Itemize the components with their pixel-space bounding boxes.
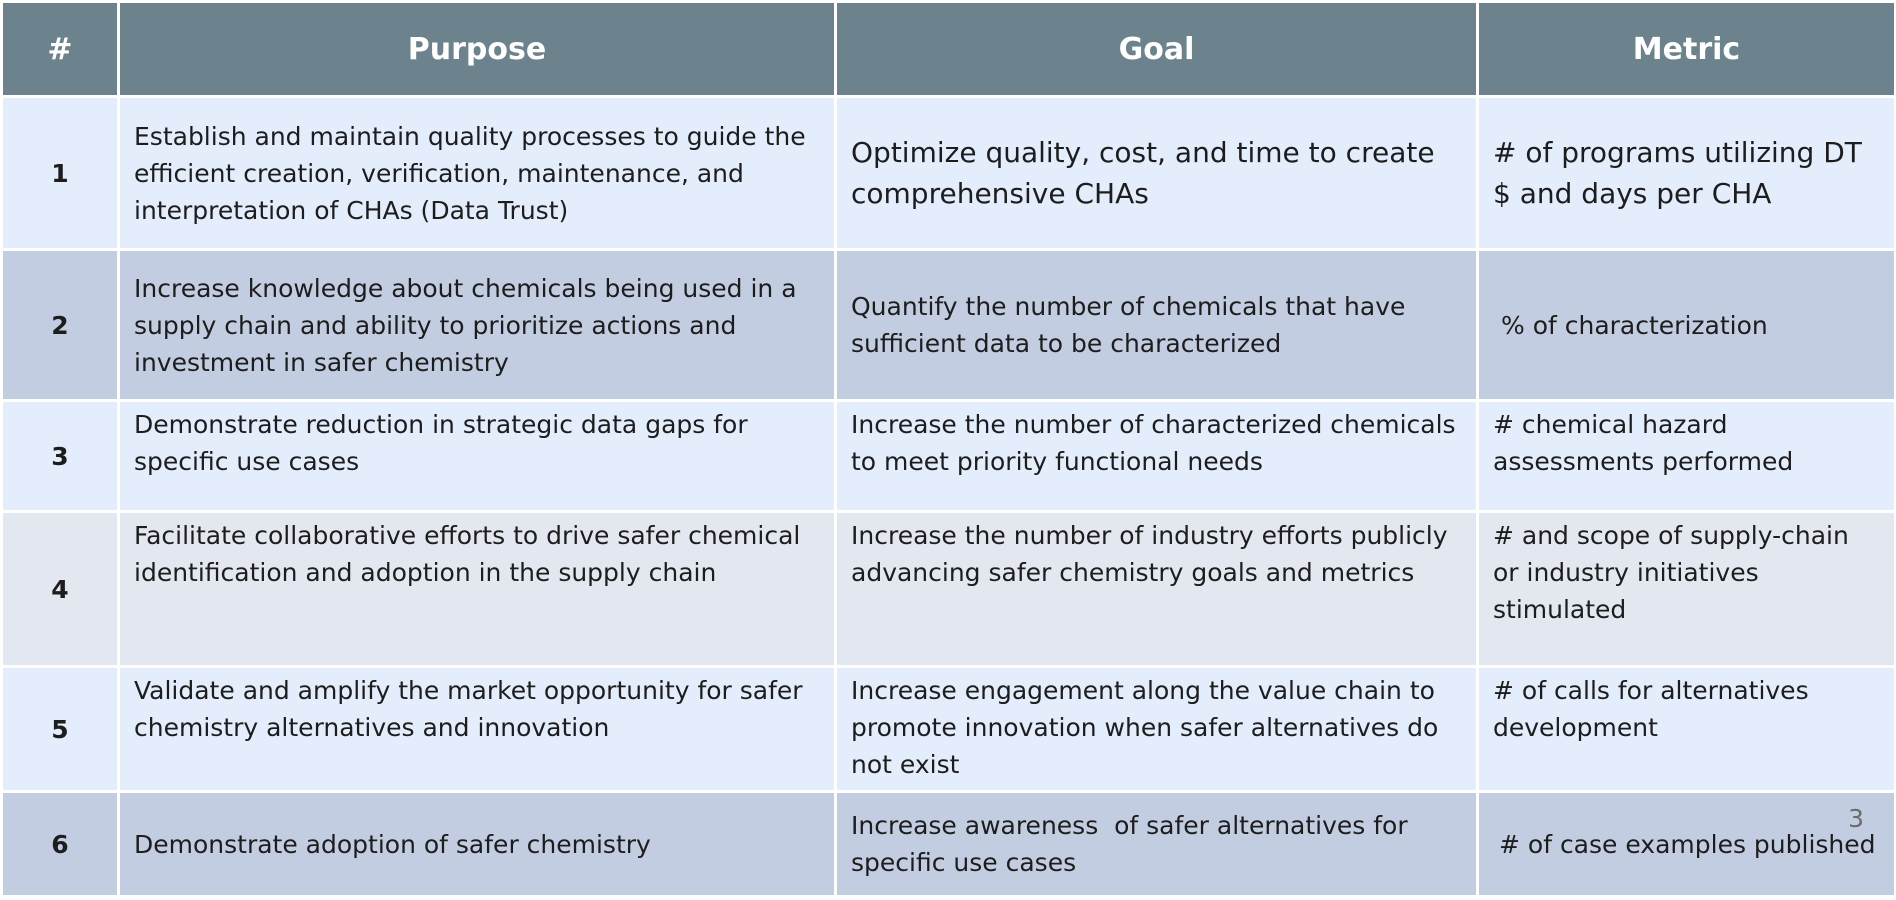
goal-cell: Increase awareness of safer alternatives… — [834, 790, 1479, 898]
table-row: 1 Establish and maintain quality process… — [0, 95, 1896, 251]
metric-line: # of programs utilizing DT — [1493, 136, 1862, 169]
header-metric: Metric — [1476, 0, 1896, 98]
purpose-cell: Demonstrate reduction in strategic data … — [117, 399, 837, 513]
table-row: 2 Increase knowledge about chemicals bei… — [0, 248, 1896, 402]
table-row: 6 Demonstrate adoption of safer chemistr… — [0, 790, 1896, 898]
metric-line: $ and days per CHA — [1493, 177, 1772, 210]
metric-cell: # and scope of supply-chain or industry … — [1476, 510, 1896, 668]
page-number: 3 — [1848, 804, 1864, 833]
row-number: 2 — [0, 248, 120, 402]
purpose-cell: Demonstrate adoption of safer chemistry — [117, 790, 837, 898]
goal-cell: Quantify the number of chemicals that ha… — [834, 248, 1479, 402]
row-number: 4 — [0, 510, 120, 668]
purpose-cell: Validate and amplify the market opportun… — [117, 665, 837, 793]
purpose-cell: Facilitate collaborative efforts to driv… — [117, 510, 837, 668]
table-header-row: # Purpose Goal Metric — [0, 0, 1896, 98]
table-row: 3 Demonstrate reduction in strategic dat… — [0, 399, 1896, 513]
goal-cell: Increase the number of industry efforts … — [834, 510, 1479, 668]
purpose-cell: Increase knowledge about chemicals being… — [117, 248, 837, 402]
row-number: 5 — [0, 665, 120, 793]
metric-cell: # chemical hazard assessments performed — [1476, 399, 1896, 513]
row-number: 1 — [0, 95, 120, 251]
header-purpose: Purpose — [117, 0, 837, 98]
purpose-cell: Establish and maintain quality processes… — [117, 95, 837, 251]
goal-cell: Increase engagement along the value chai… — [834, 665, 1479, 793]
goal-cell: Optimize quality, cost, and time to crea… — [834, 95, 1479, 251]
metric-cell: % of characterization — [1476, 248, 1896, 402]
row-number: 3 — [0, 399, 120, 513]
header-number: # — [0, 0, 120, 98]
metric-cell: # of case examples published — [1476, 790, 1896, 898]
header-goal: Goal — [834, 0, 1479, 98]
table-row: 5 Validate and amplify the market opport… — [0, 665, 1896, 793]
table-row: 4 Facilitate collaborative efforts to dr… — [0, 510, 1896, 668]
metric-cell: # of programs utilizing DT $ and days pe… — [1476, 95, 1896, 251]
row-number: 6 — [0, 790, 120, 898]
metric-cell: # of calls for alternatives development — [1476, 665, 1896, 793]
goal-cell: Increase the number of characterized che… — [834, 399, 1479, 513]
